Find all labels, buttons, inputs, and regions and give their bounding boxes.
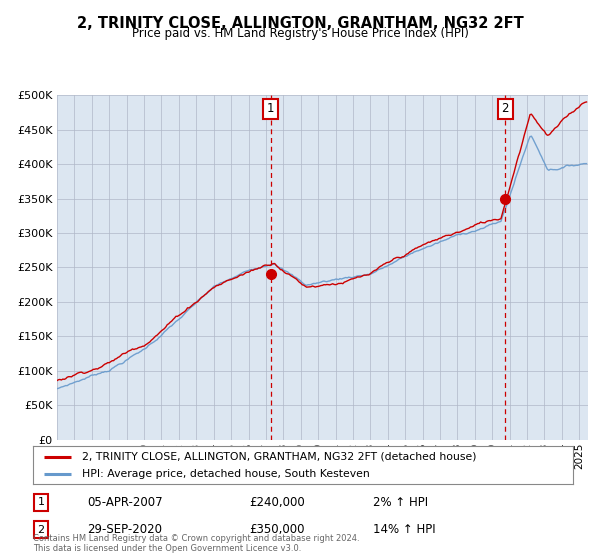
Text: £240,000: £240,000 [249, 496, 305, 509]
Text: Price paid vs. HM Land Registry's House Price Index (HPI): Price paid vs. HM Land Registry's House … [131, 27, 469, 40]
Text: 2: 2 [38, 525, 44, 535]
Text: 2: 2 [502, 102, 509, 115]
Text: £350,000: £350,000 [249, 523, 305, 536]
Text: 2, TRINITY CLOSE, ALLINGTON, GRANTHAM, NG32 2FT (detached house): 2, TRINITY CLOSE, ALLINGTON, GRANTHAM, N… [82, 451, 476, 461]
Text: HPI: Average price, detached house, South Kesteven: HPI: Average price, detached house, Sout… [82, 469, 370, 479]
Text: 2, TRINITY CLOSE, ALLINGTON, GRANTHAM, NG32 2FT: 2, TRINITY CLOSE, ALLINGTON, GRANTHAM, N… [77, 16, 523, 31]
Text: 05-APR-2007: 05-APR-2007 [87, 496, 163, 509]
Text: 14% ↑ HPI: 14% ↑ HPI [373, 523, 436, 536]
Text: 2% ↑ HPI: 2% ↑ HPI [373, 496, 428, 509]
Text: Contains HM Land Registry data © Crown copyright and database right 2024.
This d: Contains HM Land Registry data © Crown c… [33, 534, 359, 553]
Text: 29-SEP-2020: 29-SEP-2020 [87, 523, 162, 536]
Text: 1: 1 [267, 102, 274, 115]
Text: 1: 1 [38, 497, 44, 507]
